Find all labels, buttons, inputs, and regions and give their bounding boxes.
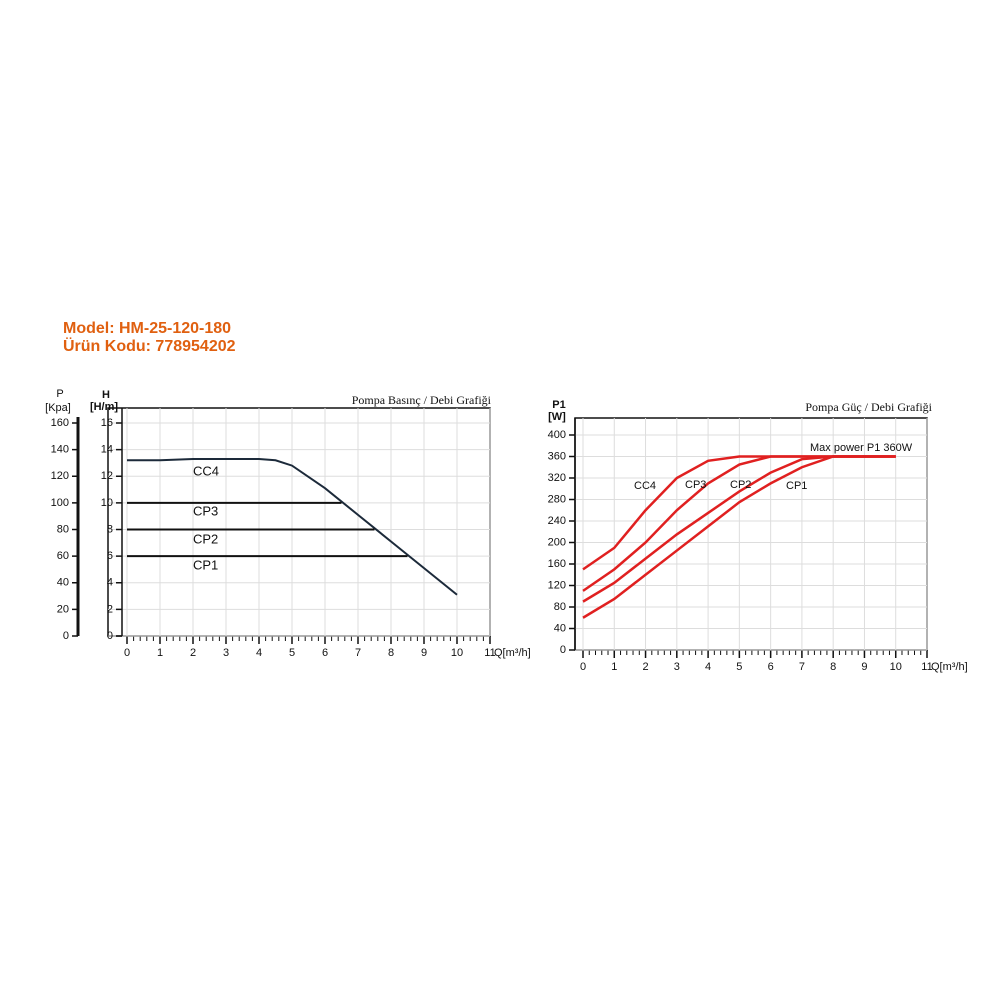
y-tick-label: 8 bbox=[107, 523, 113, 535]
y-tick-label: 4 bbox=[107, 577, 113, 589]
chart-title: Pompa Güç / Debi Grafiği bbox=[805, 400, 932, 414]
series-label: CC4 bbox=[634, 480, 656, 492]
y-tick-label: 400 bbox=[548, 429, 566, 441]
y2-tick-label: 140 bbox=[51, 444, 69, 456]
x-tick-label: 1 bbox=[611, 661, 617, 673]
y-tick-label: 120 bbox=[548, 579, 566, 591]
y-axis-label: H bbox=[102, 389, 110, 401]
y-tick-label: 6 bbox=[107, 550, 113, 562]
product-code: Ürün Kodu: 778954202 bbox=[63, 336, 236, 355]
y2-tick-label: 120 bbox=[51, 470, 69, 482]
series-label: CP3 bbox=[685, 479, 706, 491]
x-tick-label: 7 bbox=[355, 647, 361, 659]
series-label: CP1 bbox=[193, 557, 218, 572]
x-tick-label: 1 bbox=[157, 647, 163, 659]
annotation: Max power P1 360W bbox=[810, 442, 913, 454]
x-axis-label: Q[m³/h] bbox=[494, 647, 531, 659]
y2-tick-label: 160 bbox=[51, 417, 69, 429]
y-tick-label: 14 bbox=[101, 444, 113, 456]
y-axis-label: P1 bbox=[552, 399, 565, 411]
y-tick-label: 2 bbox=[107, 603, 113, 615]
y2-tick-label: 60 bbox=[57, 550, 69, 562]
y-tick-label: 200 bbox=[548, 536, 566, 548]
x-tick-label: 6 bbox=[322, 647, 328, 659]
series-label: CP1 bbox=[786, 480, 807, 492]
x-tick-label: 4 bbox=[705, 661, 711, 673]
y2-tick-label: 40 bbox=[57, 577, 69, 589]
y-tick-label: 240 bbox=[548, 515, 566, 527]
y-tick-label: 40 bbox=[554, 622, 566, 634]
x-tick-label: 8 bbox=[830, 661, 836, 673]
y2-tick-label: 20 bbox=[57, 603, 69, 615]
x-tick-label: 3 bbox=[674, 661, 680, 673]
series-label: CP2 bbox=[730, 479, 751, 491]
y-tick-label: 320 bbox=[548, 472, 566, 484]
y-tick-label: 160 bbox=[548, 558, 566, 570]
y-tick-label: 0 bbox=[560, 644, 566, 656]
x-tick-label: 5 bbox=[736, 661, 742, 673]
series-label: CP2 bbox=[193, 531, 218, 546]
y2-axis-label: P bbox=[56, 388, 63, 400]
y2-tick-label: 0 bbox=[63, 630, 69, 642]
x-tick-label: 9 bbox=[861, 661, 867, 673]
plot-frame bbox=[107, 407, 491, 637]
x-tick-label: 2 bbox=[642, 661, 648, 673]
y-tick-label: 10 bbox=[101, 497, 113, 509]
series-line bbox=[582, 455, 896, 619]
chart-title: Pompa Basınç / Debi Grafiği bbox=[352, 393, 492, 407]
x-tick-label: 8 bbox=[388, 647, 394, 659]
x-tick-label: 9 bbox=[421, 647, 427, 659]
x-tick-label: 3 bbox=[223, 647, 229, 659]
y2-axis-unit: [Kpa] bbox=[45, 402, 71, 414]
y-tick-label: 12 bbox=[101, 470, 113, 482]
series-label: CP3 bbox=[193, 503, 218, 518]
x-tick-label: 7 bbox=[799, 661, 805, 673]
y-tick-label: 280 bbox=[548, 493, 566, 505]
x-tick-label: 6 bbox=[768, 661, 774, 673]
x-tick-label: 11 bbox=[484, 647, 495, 659]
x-tick-label: 5 bbox=[289, 647, 295, 659]
x-tick-label: 11 bbox=[921, 661, 932, 673]
y2-tick-label: 80 bbox=[57, 523, 69, 535]
series-line bbox=[127, 457, 458, 596]
y-tick-label: 0 bbox=[107, 630, 113, 642]
y-tick-label: 16 bbox=[101, 417, 113, 429]
model-title: Model: HM-25-120-180 bbox=[63, 320, 231, 337]
y-axis-unit: [W] bbox=[548, 411, 566, 423]
x-tick-label: 0 bbox=[580, 661, 586, 673]
series-label: CC4 bbox=[193, 463, 219, 478]
x-axis-label: Q[m³/h] bbox=[931, 661, 968, 673]
x-tick-label: 10 bbox=[890, 661, 902, 673]
y2-tick-label: 100 bbox=[51, 497, 69, 509]
x-tick-label: 10 bbox=[451, 647, 463, 659]
x-tick-label: 4 bbox=[256, 647, 262, 659]
y-axis-unit: [H/m] bbox=[90, 401, 118, 413]
y-tick-label: 360 bbox=[548, 450, 566, 462]
x-tick-label: 0 bbox=[124, 647, 130, 659]
y-tick-label: 80 bbox=[554, 601, 566, 613]
x-tick-label: 2 bbox=[190, 647, 196, 659]
